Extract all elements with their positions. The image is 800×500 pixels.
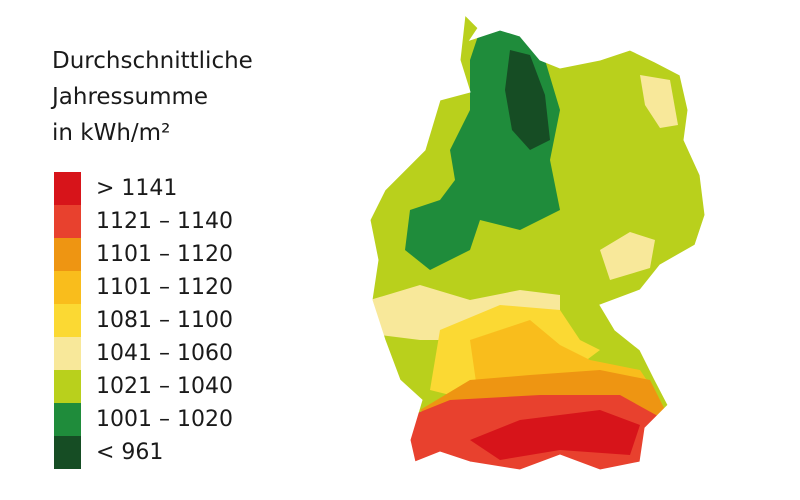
legend-swatch — [54, 205, 81, 238]
legend-label: 1021 – 1040 — [96, 374, 233, 399]
legend-swatch — [54, 436, 81, 469]
legend-title: in kWh/m² — [52, 120, 170, 146]
legend-label: < 961 — [96, 440, 163, 465]
legend-label: 1081 – 1100 — [96, 308, 233, 333]
legend-label: 1121 – 1140 — [96, 209, 233, 234]
legend-title: Durchschnittliche — [52, 48, 253, 74]
legend-swatch — [54, 370, 81, 403]
legend-swatch — [54, 238, 81, 271]
map — [370, 15, 705, 470]
legend-title: Jahressumme — [50, 84, 208, 110]
legend-swatch — [54, 172, 81, 205]
legend-label: 1101 – 1120 — [96, 275, 233, 300]
zone — [600, 232, 655, 280]
legend-swatch — [54, 337, 81, 370]
legend-swatch — [54, 304, 81, 337]
legend-label: > 1141 — [96, 176, 177, 201]
zone — [470, 410, 640, 460]
zone — [505, 50, 550, 150]
legend-swatch — [54, 403, 81, 436]
legend-label: 1001 – 1020 — [96, 407, 233, 432]
legend-label: 1041 – 1060 — [96, 341, 233, 366]
legend-swatch — [54, 271, 81, 304]
legend-label: 1101 – 1120 — [96, 242, 233, 267]
legend: Durchschnittliche Jahressumme in kWh/m² > 1… — [50, 48, 253, 469]
zone — [640, 75, 678, 128]
